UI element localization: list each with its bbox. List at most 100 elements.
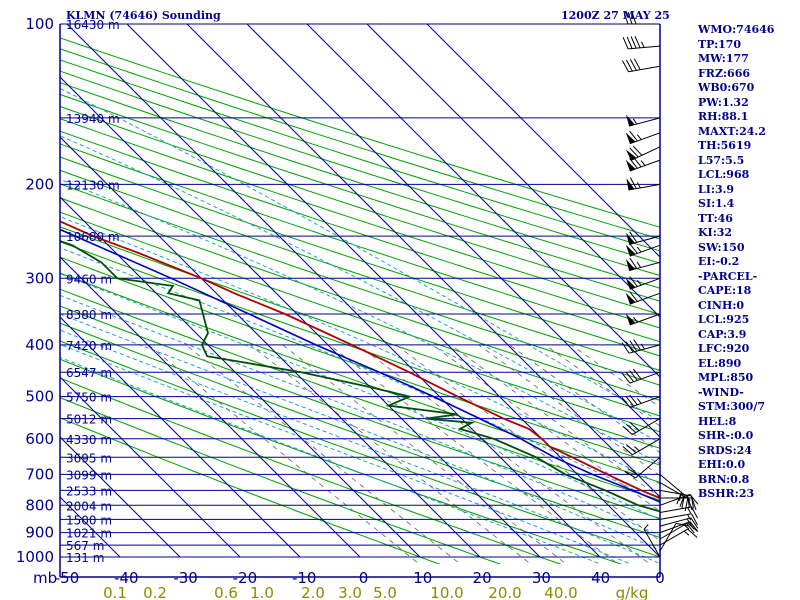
wind-barb-flag (633, 58, 641, 70)
wind-barb (625, 243, 661, 257)
wind-barb-staff (629, 277, 661, 290)
dry-adiabat (60, 226, 660, 433)
wind-barb-half-flag (632, 118, 638, 125)
dry-adiabat (60, 130, 660, 329)
temperature-tick-label: -10 (292, 569, 317, 587)
height-label: 16430 m (66, 18, 120, 32)
isotherm (126, 24, 660, 558)
wind-barb-staff (659, 482, 688, 500)
wind-barb-flag (629, 243, 638, 254)
wind-barb-flag (622, 446, 633, 456)
wind-barb-flag (629, 276, 638, 287)
pressure-tick-label: 1000 (16, 548, 54, 566)
wind-barb-flag (629, 421, 640, 431)
temperature-tick-label: 30 (532, 569, 551, 587)
wind-barb (621, 368, 661, 384)
wind-barb-flag (629, 177, 637, 189)
wind-barb-flag (629, 394, 638, 406)
wind-barb (622, 438, 661, 456)
height-label: 7420 m (66, 339, 112, 353)
wind-barbs (621, 11, 699, 558)
wind-barb-flag (689, 521, 699, 532)
isotherm (60, 256, 361, 558)
dry-adiabat (60, 377, 562, 564)
temperature-tick-label: -40 (114, 569, 139, 587)
mixing-ratio-tick-label: 2.0 (301, 584, 325, 600)
index-item: -WIND- (698, 385, 744, 399)
index-item: LCL:968 (698, 168, 750, 181)
isotherm (66, 24, 601, 558)
wind-barb-staff (630, 146, 661, 161)
moist-adiabat (60, 329, 660, 564)
isotherm (366, 24, 660, 318)
wind-barb-flag (676, 492, 682, 505)
mixing-ratio-tick-label: 0.1 (103, 584, 127, 600)
wind-barb-pennant (626, 259, 635, 271)
wind-barb-half-flag (636, 398, 642, 404)
index-item: MW:177 (698, 52, 749, 65)
temperature-tick-label: 0 (359, 569, 369, 587)
wind-barb (622, 35, 661, 50)
wind-barb-staff (659, 513, 692, 520)
dry-adiabat (60, 183, 660, 386)
dry-adiabat (60, 156, 660, 357)
wind-barb-flag (687, 495, 690, 508)
wind-barb (624, 456, 661, 479)
wind-barb-flag (622, 60, 629, 73)
wind-barb-flag (631, 11, 637, 25)
mixing-ratio-line (357, 344, 651, 564)
pressure-tick-label: 300 (25, 269, 54, 287)
isotherm (60, 316, 301, 558)
wind-barb (625, 276, 661, 290)
wind-barb (622, 418, 661, 436)
wind-barb-flag (691, 506, 698, 519)
wind-barb-half-flag (687, 514, 692, 521)
mixing-ratio-tick-label: 0.2 (143, 584, 167, 600)
temperature-tick-label: -30 (173, 569, 198, 587)
wind-barb-flag (629, 370, 638, 381)
stability-indices-panel: WMO:74646 TP:170 MW:177 FRZ:666 WB0:670 PW:1.… (698, 23, 774, 502)
height-label: 131 m (66, 551, 104, 565)
wind-barb-flag (691, 495, 694, 509)
wind-barb-flag (632, 145, 643, 156)
mixing-ratio-line (509, 344, 660, 454)
temperature-tick-label: 40 (591, 569, 610, 587)
isotherms (60, 24, 660, 558)
wind-barb-pennant (626, 232, 635, 245)
wind-barb (622, 58, 661, 73)
height-label: 567 m (66, 539, 104, 553)
wind-barb-pennant (625, 132, 636, 144)
x-unit-label: mb (33, 569, 57, 587)
temperature-profile (60, 220, 660, 500)
wind-barb-flag (679, 494, 685, 507)
wind-barb-half-flag (636, 279, 642, 286)
index-item: SW:150 (698, 240, 745, 254)
isotherm (246, 24, 660, 438)
wind-barb (625, 313, 661, 326)
mixing-ratio-line (148, 344, 420, 564)
index-item: MPL:850 (698, 371, 754, 384)
wind-barb-pennant (626, 114, 635, 127)
wind-barb (626, 177, 661, 191)
wind-barb (625, 291, 661, 305)
index-item: RH:88.1 (698, 110, 749, 123)
isotherm (426, 24, 660, 258)
height-label: 2533 m (66, 484, 112, 498)
mixing-ratio-tick-label: 40.0 (544, 584, 577, 600)
wind-barb-flag (634, 35, 641, 49)
dry-adiabat (60, 48, 660, 240)
index-item: LFC:920 (698, 342, 750, 355)
index-item: TH:5619 (698, 139, 752, 152)
wind-barb-flag (629, 130, 638, 142)
index-item: CINH:0 (698, 298, 745, 312)
index-item: WB0:670 (698, 81, 755, 94)
wind-barb-half-flag (636, 246, 642, 253)
height-label: 3695 m (66, 451, 112, 465)
wind-barb-flag (687, 528, 698, 538)
wind-barb-flag (630, 36, 637, 49)
index-item: FRZ:666 (698, 66, 751, 80)
moist-adiabat (60, 216, 660, 485)
dry-adiabat (60, 59, 660, 252)
wind-barb-pennant (625, 149, 637, 161)
wind-barb-flag (625, 341, 634, 353)
